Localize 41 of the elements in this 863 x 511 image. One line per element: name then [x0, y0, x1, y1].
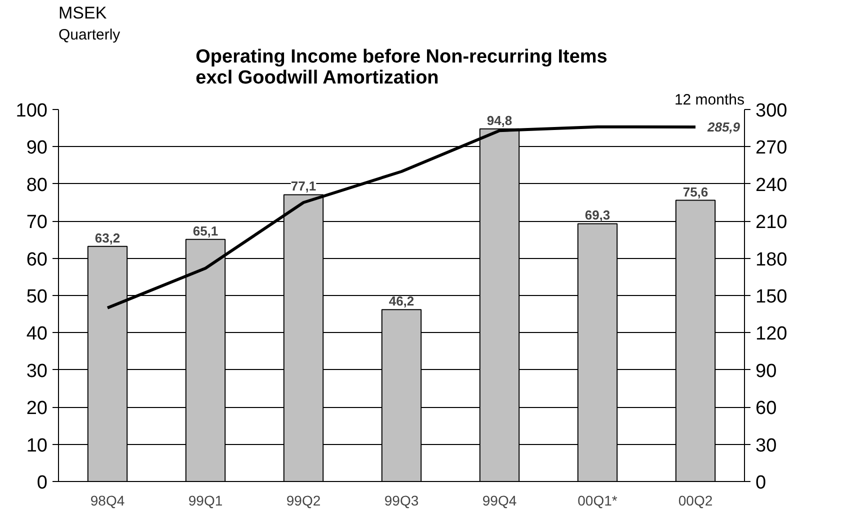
x-tick-label: 99Q4	[482, 492, 517, 508]
y2-tick-label: 210	[756, 212, 788, 234]
y2-tick-label: 60	[756, 398, 777, 420]
y-tick-label: 100	[16, 100, 48, 122]
x-tick-label: 99Q3	[384, 492, 419, 508]
data-label: 285,9	[706, 119, 741, 134]
x-tick-label: 00Q2	[678, 492, 713, 508]
y2-axis-title: 12 months	[674, 92, 745, 108]
y-tick-label: 30	[26, 360, 48, 382]
y2-tick-label: 30	[756, 435, 777, 456]
text: Quarterly	[58, 26, 121, 44]
y2-tick-label: 120	[756, 324, 788, 345]
y2-tick-label: 270	[756, 138, 788, 159]
y-axis-title: MSEK	[58, 4, 108, 22]
x-tick-label: 98Q4	[90, 492, 125, 508]
y-tick-label: 60	[26, 249, 48, 270]
y2-tick-label: 90	[756, 360, 777, 382]
y2-tick-label: 300	[756, 100, 788, 122]
y-tick-label: 40	[26, 324, 48, 345]
y-tick-label: 90	[26, 138, 48, 159]
y-tick-label: 70	[26, 212, 48, 234]
data-label: 46,2	[388, 294, 414, 309]
data-label: 69,3	[584, 208, 610, 223]
y2-tick-label: 0	[756, 472, 766, 494]
y2-tick-label: 180	[756, 249, 788, 270]
chart-title: Operating Income before Non-recurring Items excl Goodwill Amortization	[196, 46, 608, 88]
data-label: 94,8	[486, 112, 512, 128]
data-label: 77,1	[290, 178, 316, 194]
data-label: 75,6	[682, 184, 708, 200]
y-tick-label: 80	[26, 174, 48, 196]
x-tick-label: 00Q1*	[578, 492, 618, 508]
y-tick-label: 0	[36, 472, 48, 494]
y2-tick-label: 240	[756, 174, 788, 196]
data-label: 65,1	[192, 223, 218, 238]
y2-tick-label: 150	[756, 286, 788, 308]
data-label: 63,2	[94, 230, 120, 246]
x-tick-label: 99Q2	[286, 492, 321, 508]
y-tick-label: 50	[26, 286, 48, 308]
y-tick-label: 10	[26, 435, 48, 456]
x-tick-label: 99Q1	[188, 492, 223, 508]
y-tick-label: 20	[26, 398, 48, 420]
